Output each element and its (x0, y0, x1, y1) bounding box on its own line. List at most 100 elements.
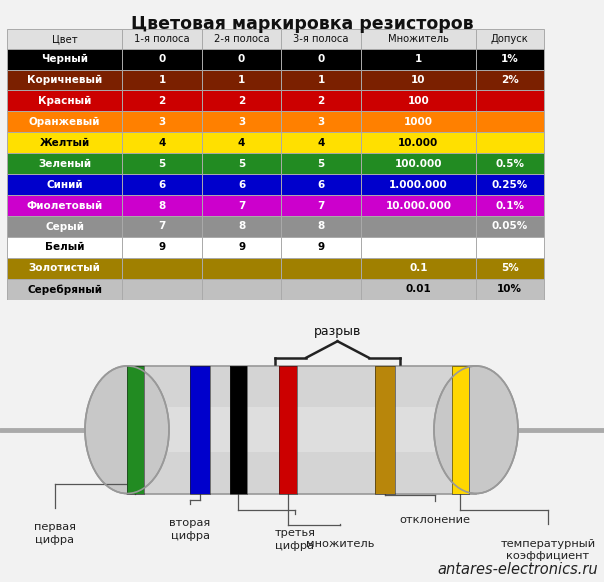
Text: 4: 4 (318, 138, 325, 148)
Bar (361, 111, 476, 132)
Text: 3-я полоса: 3-я полоса (294, 34, 349, 44)
Bar (361, 153, 476, 174)
Bar (7, 111, 122, 132)
Bar (126, 366, 144, 494)
Bar (202, 258, 281, 279)
Bar (127, 407, 476, 452)
Text: Серый: Серый (45, 221, 84, 232)
Text: 2: 2 (158, 96, 165, 106)
Text: 10%: 10% (497, 284, 522, 294)
Bar (361, 237, 476, 258)
Text: 1: 1 (158, 75, 165, 85)
Text: Синий: Синий (47, 180, 83, 190)
Text: Серебряный: Серебряный (27, 284, 102, 294)
Text: 100: 100 (408, 96, 429, 106)
Text: Коричневый: Коричневый (27, 75, 102, 85)
Text: 1-я полоса: 1-я полоса (134, 34, 190, 44)
Bar (202, 48, 281, 69)
Text: 8: 8 (238, 222, 245, 232)
Bar (375, 366, 395, 494)
Bar (122, 48, 202, 69)
Bar (476, 90, 544, 111)
Bar (476, 237, 544, 258)
Bar (7, 90, 122, 111)
Bar (202, 216, 281, 237)
Text: 4: 4 (238, 138, 245, 148)
Bar (476, 216, 544, 237)
Text: 6: 6 (158, 180, 165, 190)
Text: antares-electronics.ru: antares-electronics.ru (437, 562, 598, 577)
Bar (476, 153, 544, 174)
Bar (476, 279, 544, 300)
Bar (122, 195, 202, 216)
Bar (202, 279, 281, 300)
Bar (7, 279, 122, 300)
Bar (452, 366, 469, 494)
Text: 3: 3 (238, 117, 245, 127)
Bar (7, 132, 122, 153)
Text: 1: 1 (415, 54, 422, 64)
Text: вторая
цифра: вторая цифра (169, 518, 211, 541)
Bar (122, 132, 202, 153)
Bar (476, 48, 544, 69)
Bar (375, 366, 395, 494)
Text: 9: 9 (318, 243, 325, 253)
Bar (230, 366, 246, 494)
Text: Цвет: Цвет (52, 34, 77, 44)
Text: Белый: Белый (45, 243, 85, 253)
Bar (122, 279, 202, 300)
Ellipse shape (434, 366, 518, 494)
Text: 1: 1 (318, 75, 325, 85)
Bar (279, 366, 297, 494)
Text: 10.000: 10.000 (398, 138, 439, 148)
Text: 7: 7 (158, 222, 165, 232)
Bar (202, 111, 281, 132)
Bar (361, 258, 476, 279)
Bar (281, 153, 361, 174)
Bar (7, 69, 122, 90)
Bar (476, 111, 544, 132)
Text: 6: 6 (318, 180, 325, 190)
Bar (7, 29, 122, 48)
Bar (202, 153, 281, 174)
Text: 0: 0 (158, 54, 165, 64)
Text: 10.000.000: 10.000.000 (385, 201, 451, 211)
Text: Черный: Черный (41, 54, 88, 64)
Text: Оранжевый: Оранжевый (29, 117, 100, 127)
Text: 2%: 2% (501, 75, 519, 85)
Bar (476, 69, 544, 90)
Text: Множитель: Множитель (388, 34, 449, 44)
Text: 0.01: 0.01 (405, 284, 431, 294)
Bar (122, 216, 202, 237)
Text: 2: 2 (238, 96, 245, 106)
Bar (7, 237, 122, 258)
Bar (361, 195, 476, 216)
Text: 0.05%: 0.05% (492, 222, 528, 232)
Bar (361, 90, 476, 111)
Bar (202, 237, 281, 258)
Bar (281, 195, 361, 216)
Bar (7, 174, 122, 195)
Bar (476, 29, 544, 48)
Bar (361, 174, 476, 195)
Text: Цветовая маркировка резисторов: Цветовая маркировка резисторов (130, 15, 474, 33)
Bar (7, 153, 122, 174)
Bar (281, 174, 361, 195)
Text: 9: 9 (158, 243, 165, 253)
Bar (476, 132, 544, 153)
Bar (202, 29, 281, 48)
Text: отклонение: отклонение (399, 515, 471, 525)
Bar (361, 216, 476, 237)
Text: Золотистый: Золотистый (29, 263, 101, 274)
Text: 0.1: 0.1 (409, 263, 428, 274)
Bar (281, 29, 361, 48)
Text: третья
цифра: третья цифра (274, 528, 315, 551)
Bar (281, 258, 361, 279)
Bar (202, 69, 281, 90)
Text: 5: 5 (318, 159, 325, 169)
Bar (476, 174, 544, 195)
Text: 7: 7 (318, 201, 325, 211)
Text: 0: 0 (318, 54, 325, 64)
Bar (122, 237, 202, 258)
Bar (281, 111, 361, 132)
